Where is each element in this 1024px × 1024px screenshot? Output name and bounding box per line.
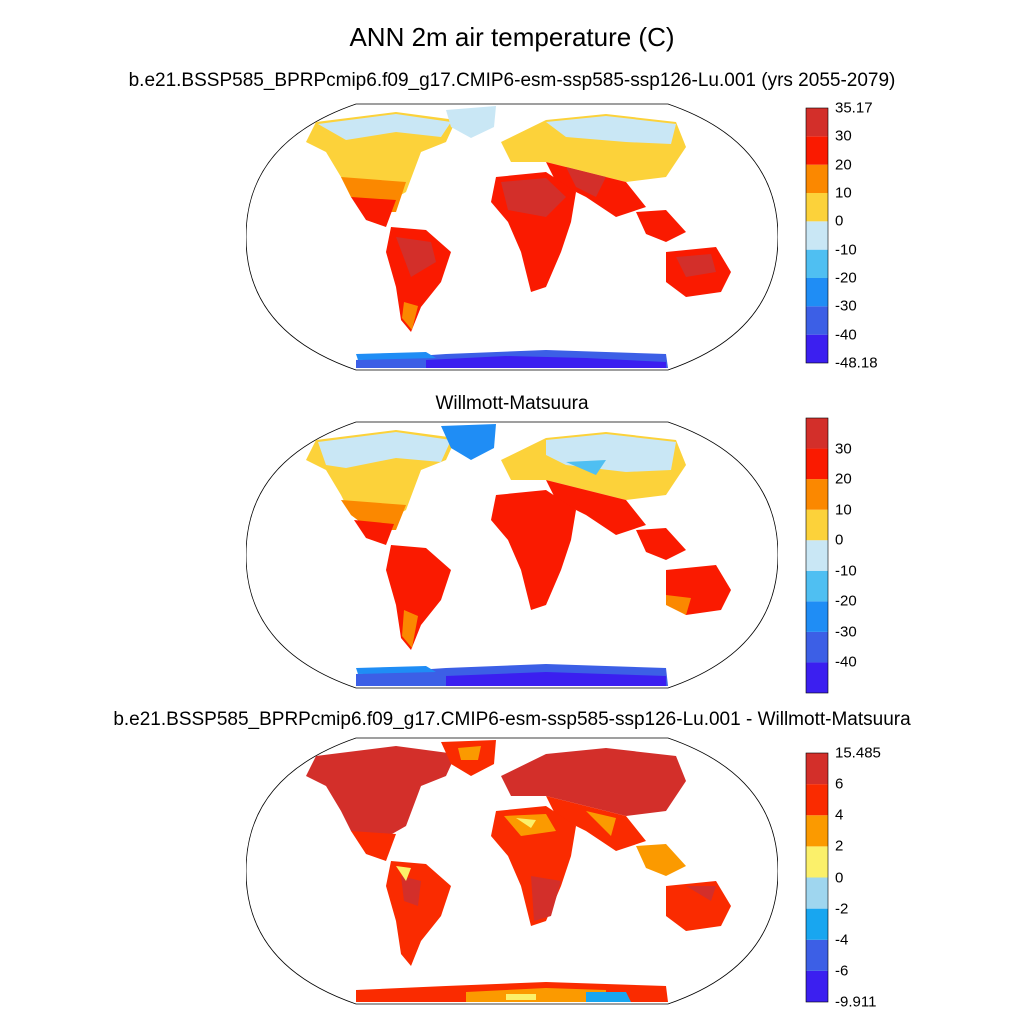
colorbar-swatch	[806, 193, 828, 222]
colorbar-tick-label: 30	[835, 440, 852, 458]
colorbar-swatch	[806, 784, 828, 816]
colorbar-tick-label: 20	[835, 156, 852, 174]
colorbar-tick-label: -20	[835, 269, 857, 287]
colorbar-tick-label: -4	[835, 931, 849, 949]
colorbar-tick-label: 30	[835, 127, 852, 145]
colorbar-swatch	[806, 306, 828, 335]
panel-1-title: b.e21.BSSP585_BPRPcmip6.f09_g17.CMIP6-es…	[128, 70, 896, 91]
colorbar-swatch	[806, 939, 828, 971]
colorbar-tick-label: 0	[835, 869, 844, 886]
colorbar-tick-label: -40	[835, 653, 857, 671]
panel-3-colorbar: -9.911 -6 -4 -2 0 2 4 6 15.485	[805, 746, 896, 1010]
colorbar-swatch	[806, 278, 828, 307]
colorbar-swatch	[806, 908, 828, 940]
colorbar-swatch	[806, 418, 828, 449]
colorbar-swatch	[806, 601, 828, 632]
panel-2-title: Willmott-Matsuura	[435, 393, 589, 414]
colorbar-outline	[805, 107, 829, 364]
panel-2-map	[245, 420, 779, 690]
colorbar-tick-label: -10	[835, 562, 857, 580]
colorbar-swatch	[806, 570, 828, 602]
colorbar-swatch	[806, 249, 828, 278]
colorbar-swatch	[806, 108, 828, 137]
colorbar-swatch	[806, 479, 828, 510]
colorbar-tick-label: -48.18	[835, 354, 878, 372]
colorbar-tick-label: -6	[835, 962, 849, 980]
colorbar-tick-label: -2	[835, 900, 849, 918]
colorbar-swatch	[806, 448, 828, 480]
colorbar-swatch	[806, 136, 828, 165]
colorbar-outline	[805, 752, 829, 1003]
colorbar-swatch	[806, 221, 828, 250]
panel-3-colorbar-swatches	[805, 752, 829, 1003]
figure-title: ANN 2m air temperature (C)	[349, 22, 675, 52]
colorbar-swatch	[806, 164, 828, 193]
colorbar-tick-label: 0	[835, 212, 844, 230]
colorbar-swatch	[806, 662, 828, 693]
panel-1-colorbar-swatches	[805, 107, 829, 364]
colorbar-tick-label: -20	[835, 592, 857, 610]
colorbar-swatch	[806, 540, 828, 571]
panel-3-map	[245, 736, 779, 1006]
colorbar-tick-label: 15.485	[835, 744, 881, 762]
colorbar-tick-label: 20	[835, 470, 852, 488]
colorbar-tick-label: 10	[835, 501, 852, 519]
colorbar-tick-label: 4	[835, 806, 844, 824]
colorbar-tick-label: 10	[835, 184, 852, 202]
colorbar-swatch	[806, 877, 828, 909]
colorbar-swatch	[806, 753, 828, 785]
colorbar-tick-label: -40	[835, 326, 857, 344]
colorbar-tick-label: -30	[835, 623, 857, 641]
colorbar-tick-label: 6	[835, 775, 844, 793]
panel-1-colorbar: -48.18 -40 -30 -20 -10 0 10 20 30 35.17	[805, 101, 896, 371]
panel-1-map	[245, 102, 779, 372]
colorbar-swatch	[806, 846, 828, 878]
colorbar-tick-label: 0	[835, 531, 844, 549]
colorbar-tick-label: 35.17	[835, 99, 873, 117]
colorbar-swatch	[806, 509, 828, 541]
colorbar-tick-label: -9.911	[835, 993, 877, 1011]
colorbar-tick-label: -10	[835, 241, 857, 259]
colorbar-swatch	[806, 334, 828, 363]
panel-3-title: b.e21.BSSP585_BPRPcmip6.f09_g17.CMIP6-es…	[113, 709, 911, 730]
colorbar-swatch	[806, 815, 828, 847]
panel-2-colorbar: -40 -30 -20 -10 0 10 20 30	[805, 417, 896, 694]
colorbar-tick-label: 2	[835, 837, 844, 855]
colorbar-swatch	[806, 631, 828, 663]
colorbar-tick-label: -30	[835, 297, 857, 315]
colorbar-swatch	[806, 970, 828, 1003]
colorbar-outline	[805, 417, 829, 694]
panel-2-colorbar-swatches	[805, 417, 829, 694]
